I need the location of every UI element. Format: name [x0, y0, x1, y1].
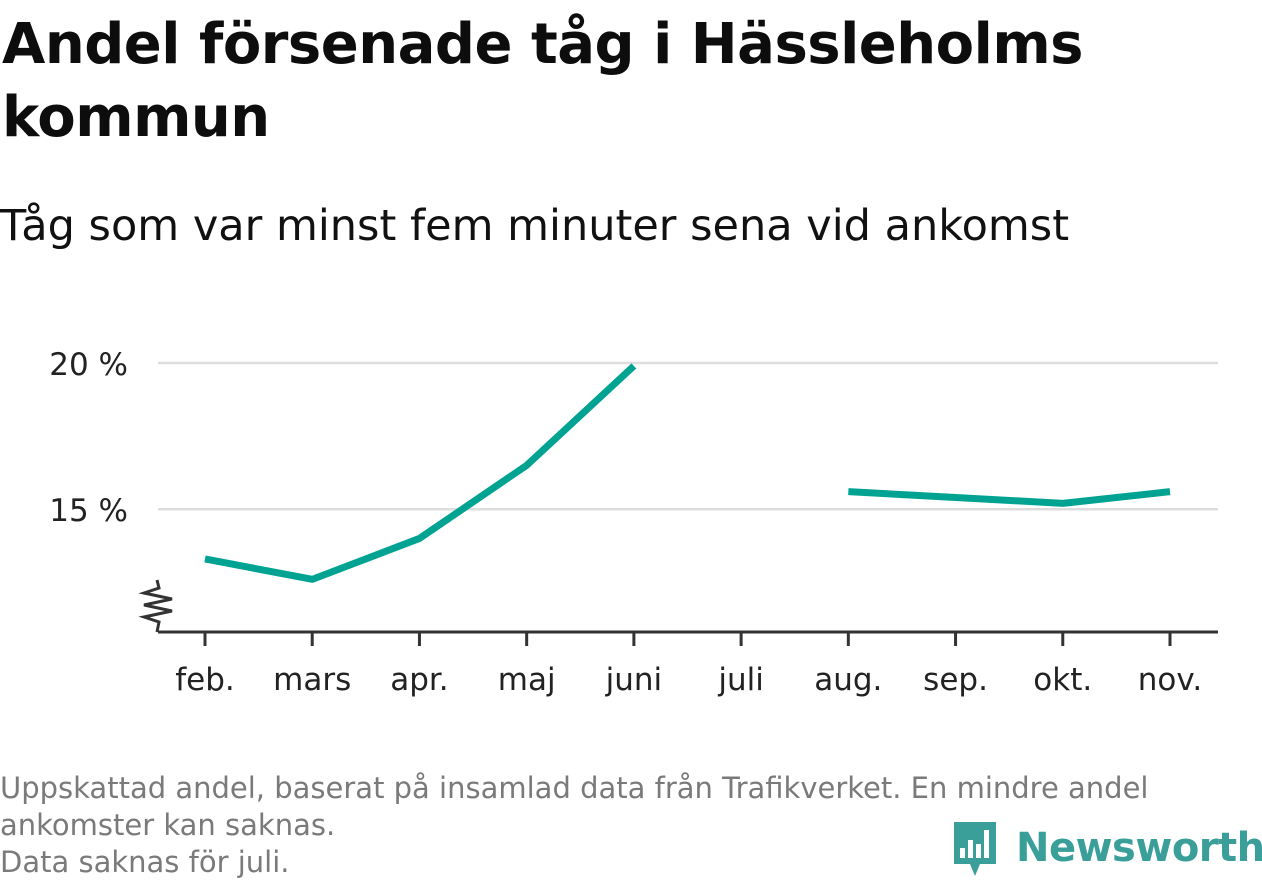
series-line [204, 363, 637, 583]
x-tick-label: nov. [1138, 662, 1202, 698]
chart-title: Andel försenade tåg i Hässleholms kommun [2, 12, 1084, 150]
x-tick-label: juli [717, 662, 764, 698]
x-tick-label: juni [605, 662, 663, 698]
footnote-line-3: Data saknas för juli. [0, 845, 290, 879]
footnote-line-1: Uppskattad andel, baserat på insamlad da… [0, 771, 1149, 805]
x-axis-ticks: feb. mars apr. maj juni juli aug. sep. okt. nov. [175, 632, 1202, 698]
x-tick-label: apr. [390, 662, 448, 698]
x-tick-label: feb. [175, 662, 235, 698]
axis-break-marker [138, 579, 173, 633]
brand-name: Newsworthy [1016, 825, 1262, 871]
gridlines [158, 361, 1218, 511]
y-tick-label: 20 % [49, 347, 128, 383]
brand-logo: Newsworthy [950, 818, 1262, 878]
x-axis [138, 579, 1218, 634]
x-tick-label: aug. [814, 662, 882, 698]
x-tick-label: maj [498, 662, 556, 698]
series-lines [204, 363, 1171, 583]
x-tick-label: mars [273, 662, 351, 698]
footnote-line-2: ankomster kan saknas. [0, 808, 336, 842]
x-tick-label: okt. [1033, 662, 1092, 698]
y-tick-label: 15 % [49, 493, 128, 529]
footnote: Uppskattad andel, baserat på insamlad da… [0, 770, 1250, 881]
chart-subtitle: Tåg som var minst fem minuter sena vid a… [0, 201, 1070, 251]
y-axis-ticks: 15 % 20 % [49, 347, 128, 529]
line-chart: 15 % 20 % feb. mars apr. maj juni juli aug. sep.… [49, 347, 1218, 698]
x-tick-label: sep. [923, 662, 988, 698]
series-line [848, 488, 1171, 507]
newsworthy-logo-icon [954, 822, 996, 876]
